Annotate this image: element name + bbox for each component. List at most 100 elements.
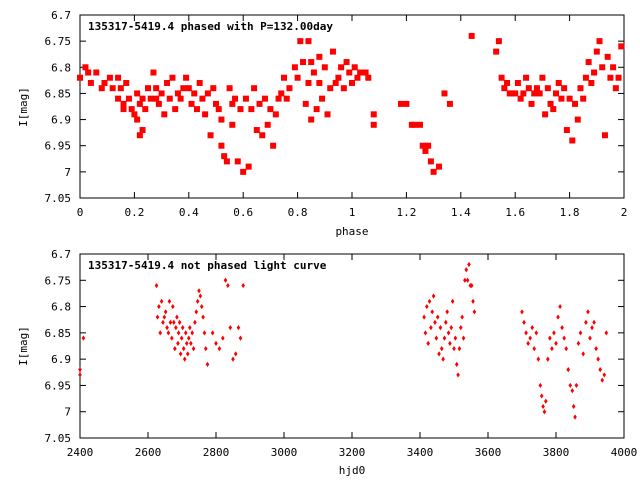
data-point xyxy=(452,346,456,352)
data-point xyxy=(171,303,175,310)
data-point xyxy=(536,356,541,362)
data-point xyxy=(528,100,535,107)
data-point xyxy=(179,335,184,341)
data-point xyxy=(599,64,606,71)
data-point xyxy=(531,90,538,97)
x-tick-label: 1.8 xyxy=(560,206,580,219)
data-point xyxy=(134,116,141,123)
data-point xyxy=(524,330,528,336)
data-point xyxy=(602,372,607,378)
data-point xyxy=(248,106,255,113)
data-point xyxy=(335,74,342,81)
data-point xyxy=(297,38,304,45)
data-point xyxy=(457,346,462,352)
x-tick-label: 3600 xyxy=(475,446,502,459)
data-point xyxy=(300,59,307,66)
data-point xyxy=(351,64,358,71)
data-point xyxy=(226,282,230,289)
data-point xyxy=(469,282,474,289)
data-point xyxy=(308,59,315,66)
data-point xyxy=(437,351,441,357)
data-point xyxy=(217,346,222,352)
x-tick-label: 0.4 xyxy=(179,206,199,219)
data-point xyxy=(604,330,609,336)
y-tick-label: 6.7 xyxy=(51,9,71,22)
data-point xyxy=(362,69,369,76)
data-point xyxy=(316,53,323,60)
data-point xyxy=(574,382,579,389)
data-point xyxy=(327,85,334,92)
data-point xyxy=(117,85,124,92)
data-point xyxy=(174,90,181,97)
data-point xyxy=(435,314,440,320)
data-point xyxy=(136,100,143,107)
data-point xyxy=(291,64,298,71)
data-point xyxy=(434,335,439,341)
data-point xyxy=(78,372,82,378)
data-point xyxy=(87,79,94,86)
data-point xyxy=(158,330,163,336)
data-point xyxy=(294,74,301,81)
data-point xyxy=(267,106,274,113)
data-point xyxy=(618,43,625,50)
data-point xyxy=(128,106,135,113)
plot-title: 135317-5419.4 phased with P=132.00day xyxy=(88,20,333,33)
data-point xyxy=(199,95,206,102)
data-point xyxy=(577,85,584,92)
data-point xyxy=(229,100,236,107)
data-point xyxy=(441,90,448,97)
data-point xyxy=(594,346,598,352)
data-point xyxy=(534,330,539,336)
data-point xyxy=(251,85,258,92)
data-point xyxy=(120,106,127,113)
data-point xyxy=(199,303,204,310)
y-tick-label: 7.05 xyxy=(45,432,72,445)
data-point xyxy=(228,325,233,331)
data-point xyxy=(552,330,556,336)
data-point xyxy=(570,388,575,394)
data-point xyxy=(601,132,608,139)
data-point xyxy=(520,309,524,315)
data-point xyxy=(460,314,464,320)
data-point xyxy=(233,351,238,357)
data-point xyxy=(234,158,241,165)
data-point xyxy=(554,340,558,346)
y-tick-label: 7.05 xyxy=(45,192,72,205)
x-tick-label: 3800 xyxy=(543,446,570,459)
data-point xyxy=(425,303,429,310)
data-point xyxy=(174,325,178,331)
data-point xyxy=(544,85,551,92)
x-tick-label: 3200 xyxy=(339,446,366,459)
data-point xyxy=(134,90,141,97)
x-axis-label: hjd0 xyxy=(339,464,366,477)
data-point xyxy=(170,335,174,341)
data-point xyxy=(463,277,467,283)
x-tick-label: 0.2 xyxy=(124,206,144,219)
data-point xyxy=(574,116,581,123)
y-tick-label: 7 xyxy=(64,406,71,419)
x-tick-label: 0.8 xyxy=(288,206,308,219)
data-point xyxy=(449,325,454,331)
data-point xyxy=(213,100,219,107)
data-point xyxy=(164,79,171,86)
data-point xyxy=(172,106,179,113)
data-point xyxy=(343,59,350,66)
data-point xyxy=(308,116,315,123)
data-point xyxy=(101,79,108,86)
data-point xyxy=(180,85,187,92)
data-point xyxy=(184,340,189,346)
data-point xyxy=(562,335,566,341)
data-point xyxy=(207,132,214,139)
data-point xyxy=(419,142,426,149)
data-point xyxy=(310,69,317,76)
data-point xyxy=(78,367,82,373)
data-point xyxy=(354,74,361,81)
data-point xyxy=(237,106,244,113)
data-point xyxy=(493,48,500,55)
x-tick-label: 2400 xyxy=(67,446,94,459)
y-tick-label: 6.9 xyxy=(51,114,71,127)
data-point xyxy=(525,85,532,92)
data-point xyxy=(185,351,190,357)
data-point xyxy=(464,267,469,273)
